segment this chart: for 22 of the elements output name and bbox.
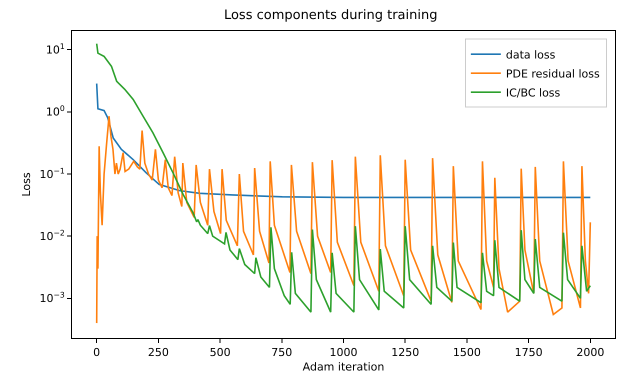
x-axis-title: Adam iteration [302,360,384,374]
chart-title: Loss components during training [224,8,438,23]
x-tick-label: 2000 [576,346,604,360]
y-tick-label: 10$^{0}$ [46,104,65,119]
line-series [96,82,592,198]
x-tick-label: 500 [210,346,231,360]
y-tick-label: 10$^{−2}$ [39,228,65,244]
line-series [96,115,592,324]
legend-label: PDE residual loss [506,67,600,80]
x-tick-label: 0 [93,346,100,360]
y-axis-title: Loss [20,172,34,197]
x-tick-label: 1000 [330,346,358,360]
legend-label: IC/BC loss [506,86,561,100]
legend-label: data loss [506,48,556,62]
x-tick-label: 1750 [514,346,543,360]
y-tick-label: 10$^{−3}$ [39,290,65,306]
y-tick-label: 10$^{1}$ [46,42,65,57]
x-tick-label: 750 [271,346,292,360]
y-tick-label: 10$^{−1}$ [39,166,65,181]
x-tick-label: 250 [148,346,169,360]
x-tick-label: 1250 [391,346,420,360]
x-tick-label: 1500 [452,346,481,360]
